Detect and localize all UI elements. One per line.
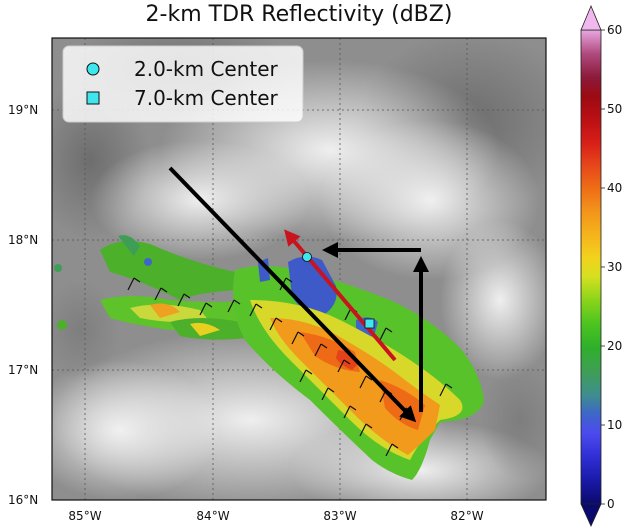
lon-tick: 83°W <box>323 509 356 523</box>
lon-tick: 82°W <box>450 509 483 523</box>
lon-tick: 85°W <box>68 509 101 523</box>
reflectivity-swath <box>54 166 484 480</box>
latitude-ticks: 19°N 18°N 17°N 16°N <box>8 103 38 507</box>
lon-tick: 84°W <box>196 509 229 523</box>
lat-tick: 18°N <box>8 233 38 247</box>
legend-circle-marker <box>86 62 100 76</box>
colorbar-tick: 0 <box>607 497 615 511</box>
map-legend: 2.0-km Center 7.0-km Center <box>62 45 304 123</box>
legend-label-7km: 7.0-km Center <box>134 86 279 110</box>
lat-tick: 17°N <box>8 363 38 377</box>
map-frame <box>51 37 547 501</box>
motion-arrow <box>168 166 417 423</box>
center-2km-marker <box>302 252 312 262</box>
lat-tick: 19°N <box>8 103 38 117</box>
colorbar: 60 50 40 30 20 10 0 <box>580 4 622 527</box>
lat-tick: 16°N <box>8 493 38 507</box>
colorbar-tick: 40 <box>607 181 622 195</box>
longitude-ticks: 85°W 84°W 83°W 82°W <box>68 509 483 523</box>
colorbar-tick: 30 <box>607 260 622 274</box>
map-title: 2-km TDR Reflectivity (dBZ) <box>145 2 453 27</box>
legend-label-2km: 2.0-km Center <box>134 57 279 81</box>
colorbar-tick: 20 <box>607 339 622 353</box>
legend-square-marker <box>86 91 100 105</box>
colorbar-tick: 10 <box>607 418 622 432</box>
center-7km-marker <box>364 318 375 329</box>
colorbar-max-extend <box>580 4 602 31</box>
colorbar-min-extend <box>580 503 602 527</box>
colorbar-tick: 50 <box>607 102 622 116</box>
colorbar-tick: 60 <box>607 23 622 37</box>
